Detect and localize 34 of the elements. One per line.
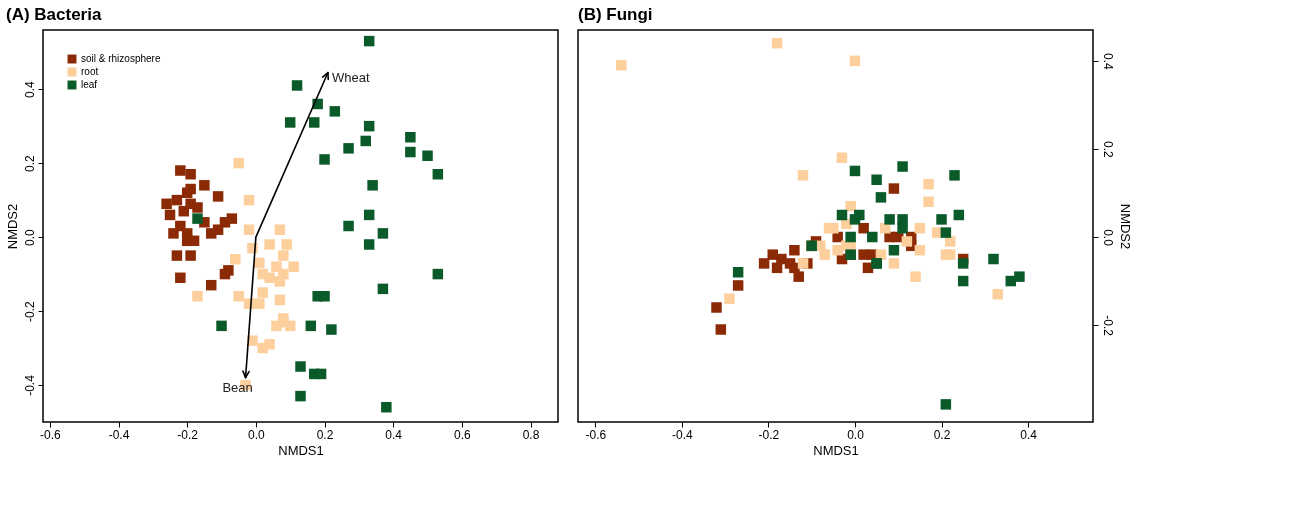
x-tick-label: 0.4 [385, 427, 403, 442]
y2-axis-title: NMDS2 [1117, 203, 1133, 250]
x-tick-label: 0.0 [847, 427, 865, 442]
x-axis-title: NMDS1 [278, 442, 324, 458]
x-tick-label: -0.6 [40, 427, 62, 442]
x-axis-title: NMDS1 [813, 442, 859, 458]
y2-tick-label: -0.2 [1100, 315, 1115, 337]
x-tick-label: 0.2 [933, 427, 951, 442]
y-tick-label: 0.0 [22, 228, 37, 246]
x-tick-label: 0.0 [248, 427, 266, 442]
chart-title: (B) Fungi [578, 5, 653, 24]
x-tick-label: -0.4 [672, 427, 694, 442]
y-axis-title: NMDS2 [4, 203, 20, 250]
x-tick-label: 0.2 [316, 427, 334, 442]
y-tick-label: 0.4 [22, 81, 37, 99]
y-tick-label: -0.4 [22, 374, 37, 396]
chart-title: (A) Bacteria [6, 5, 102, 24]
x-tick-label: -0.4 [108, 427, 130, 442]
x-tick-label: 0.4 [1020, 427, 1038, 442]
x-tick-label: -0.2 [758, 427, 780, 442]
annotation: Bean [222, 379, 253, 395]
legend-label: soil & rhizosphere [81, 53, 161, 64]
x-tick-label: -0.2 [177, 427, 199, 442]
legend-label: leaf [81, 79, 98, 90]
y-tick-label: -0.2 [22, 300, 37, 322]
legend-label: root [81, 66, 99, 77]
x-tick-label: 0.8 [522, 427, 540, 442]
y2-tick-label: 0.2 [1100, 141, 1115, 159]
y2-tick-label: 0.0 [1100, 229, 1115, 247]
x-tick-label: -0.6 [585, 427, 607, 442]
y-tick-label: 0.2 [22, 154, 37, 172]
y2-tick-label: 0.4 [1100, 52, 1115, 70]
x-tick-label: 0.6 [454, 427, 472, 442]
annotation: Wheat [331, 69, 370, 85]
